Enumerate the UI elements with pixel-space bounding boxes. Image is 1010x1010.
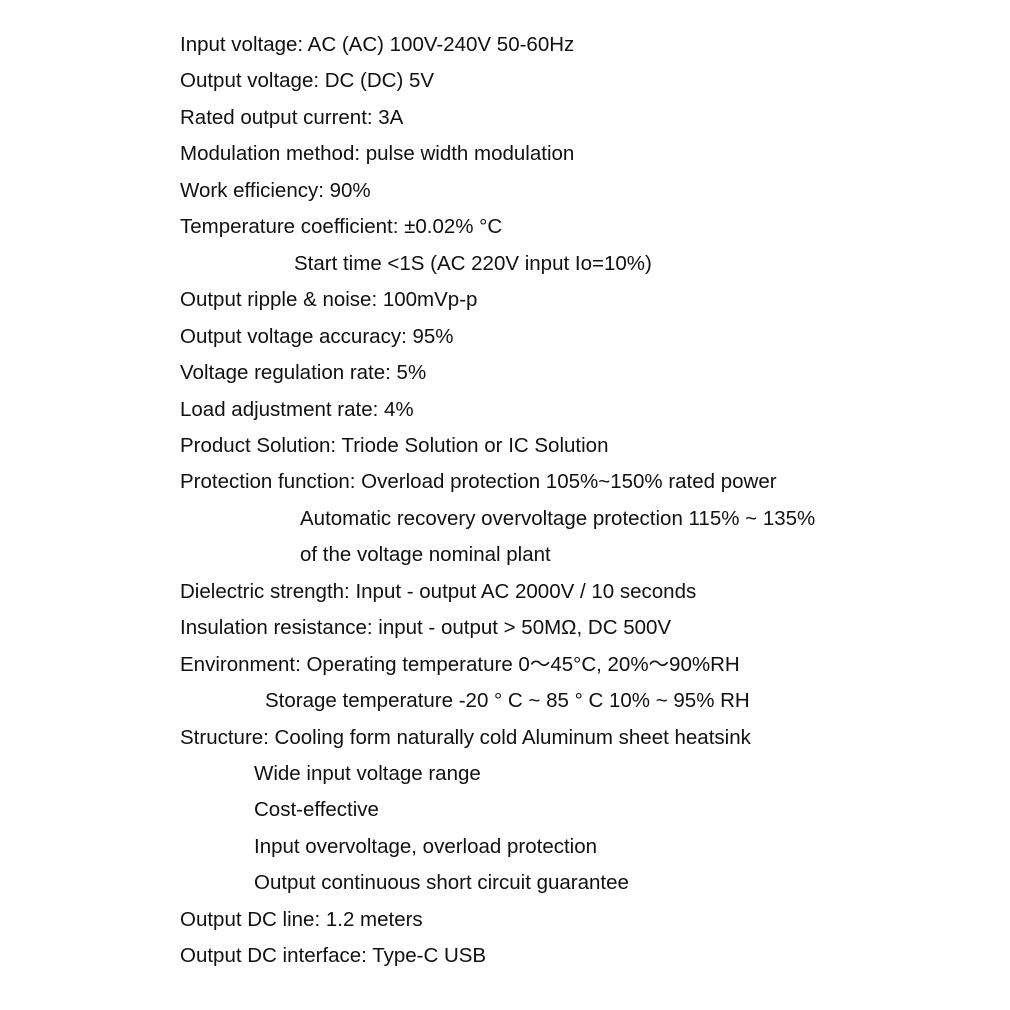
- spec-line: Output DC line: 1.2 meters: [180, 907, 423, 931]
- spec-line: Output continuous short circuit guarante…: [254, 871, 629, 895]
- spec-line: Input voltage: AC (AC) 100V-240V 50-60Hz: [180, 33, 575, 56]
- spec-line: Load adjustment rate: 4%: [180, 397, 414, 421]
- spec-line: Voltage regulation rate: 5%: [180, 361, 427, 385]
- spec-line: Output voltage: DC (DC) 5V: [180, 69, 435, 93]
- spec-line: Output ripple & noise: 100mVp-p: [180, 288, 478, 312]
- spec-line: Structure: Cooling form naturally cold A…: [180, 725, 751, 749]
- spec-line: Storage temperature -20 ° C ~ 85 ° C 10%…: [265, 689, 750, 713]
- spec-line: Input overvoltage, overload protection: [254, 834, 598, 858]
- spec-line: Environment: Operating temperature 0～45°…: [180, 652, 740, 676]
- spec-line: Protection function: Overload protection…: [180, 470, 777, 494]
- spec-line: of the voltage nominal plant: [300, 543, 551, 567]
- spec-line: Output voltage accuracy: 95%: [180, 324, 454, 348]
- spec-line: Wide input voltage range: [254, 762, 481, 785]
- spec-line: Output DC interface: Type-C USB: [180, 944, 487, 968]
- spec-line: Cost-effective: [254, 798, 379, 822]
- spec-line: Product Solution: Triode Solution or IC …: [180, 433, 609, 457]
- spec-line: Dielectric strength: Input - output AC 2…: [180, 579, 697, 603]
- spec-line: Work efficiency: 90%: [180, 178, 371, 202]
- spec-line: Rated output current: 3A: [180, 105, 404, 129]
- spec-line: Modulation method: pulse width modulatio…: [180, 142, 575, 166]
- spec-line: Insulation resistance: input - output > …: [180, 616, 672, 640]
- spec-line: Automatic recovery overvoltage protectio…: [300, 506, 816, 530]
- spec-line: Temperature coefficient: ±0.02% °C: [180, 215, 503, 239]
- spec-line: Start time <1S (AC 220V input Io=10%): [294, 251, 652, 275]
